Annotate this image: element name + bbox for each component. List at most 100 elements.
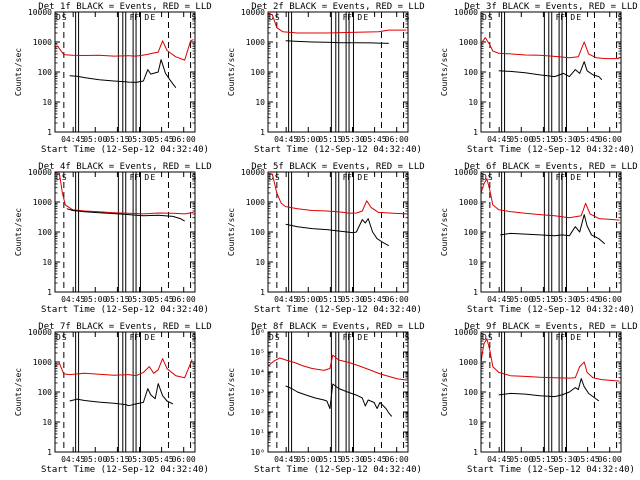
x-axis-label: Start Time (12-Sep-12 04:32:40) [254,465,422,475]
x-tick-label: 05:45 [150,295,174,304]
y-tick-label: 1 [473,288,478,297]
y-tick-label: 10000 [454,328,478,337]
x-axis-label: Start Time (12-Sep-12 04:32:40) [467,305,635,315]
lld-series-line [480,37,620,60]
x-tick-label: 05:15 [531,295,555,304]
event-marker-label: F [134,173,139,182]
y-tick-label: 1000 [246,38,265,47]
event-marker-label: F [343,13,348,22]
x-tick-label: 05:30 [553,455,577,464]
x-tick-label: 05:15 [318,135,342,144]
y-tick-label: 100 [38,228,53,237]
x-tick-label: 06:00 [385,455,409,464]
x-tick-label: 05:30 [553,135,577,144]
event-marker-label: S [405,333,410,342]
x-axis-label: Start Time (12-Sep-12 04:32:40) [254,145,422,155]
x-tick-label: 05:00 [509,135,533,144]
x-tick-label: 06:00 [385,135,409,144]
detector-panel-2: Det 2f BLACK = Events, RED = LLD Counts/s… [227,2,425,155]
plot-frame [267,331,409,453]
event-marker-label: D [56,13,61,22]
events-series-line [66,208,185,222]
event-marker-label: D [144,13,149,22]
x-tick-label: 05:15 [531,455,555,464]
panel-title: Det 7f BLACK = Events, RED = LLD [38,322,211,332]
event-marker-label: F [130,333,135,342]
event-marker-label: F [343,333,348,342]
x-tick-label: 05:00 [296,455,320,464]
x-tick-label: 05:00 [83,295,107,304]
x-tick-label: 05:15 [105,135,129,144]
event-marker-label: D [482,173,487,182]
y-tick-label: 10000 [28,328,52,337]
event-marker-label: D [269,173,274,182]
event-marker-label: S [192,333,197,342]
y-tick-label: 1 [47,128,52,137]
x-tick-label: 05:45 [150,135,174,144]
y-tick-label: 10⁰ [251,448,265,457]
event-marker-label: D [570,13,575,22]
y-tick-label: 10 [468,98,478,107]
y-tick-label: 1 [47,288,52,297]
lld-series-line [267,12,407,34]
x-tick-label: 06:00 [172,135,196,144]
y-axis-label: Counts/sec [227,208,236,256]
x-tick-label: 06:00 [172,295,196,304]
y-tick-label: 10⁶ [251,328,265,337]
event-marker-label: S [62,333,67,342]
x-tick-label: 06:00 [598,455,622,464]
y-tick-label: 1000 [33,358,52,367]
y-tick-label: 10 [255,98,265,107]
plot-frame [480,331,622,453]
y-tick-label: 1 [473,448,478,457]
event-marker-label: F [556,13,561,22]
x-tick-label: 05:00 [83,455,107,464]
y-tick-label: 100 [251,68,266,77]
event-marker-label: E [363,333,368,342]
event-marker-label: F [343,173,348,182]
x-axis-label: Start Time (12-Sep-12 04:32:40) [467,465,635,475]
detector-panel-4: Det 4f BLACK = Events, RED = LLD Counts/s… [14,162,212,315]
detector-panel-6: Det 6f BLACK = Events, RED = LLD Counts/s… [440,162,638,315]
event-marker-label: D [56,173,61,182]
y-tick-label: 1 [260,288,265,297]
y-tick-label: 100 [464,68,479,77]
x-axis-label: Start Time (12-Sep-12 04:32:40) [467,145,635,155]
y-tick-label: 10¹ [251,428,265,437]
y-tick-label: 1 [47,448,52,457]
event-marker-label: S [192,13,197,22]
y-axis-label: Counts/sec [440,208,449,256]
plot-frame [267,171,409,293]
events-series-line [500,214,606,245]
lld-series-line [267,354,407,381]
panel-title: Det 8f BLACK = Events, RED = LLD [251,322,424,332]
event-marker-label: E [150,333,155,342]
x-tick-label: 04:45 [487,455,511,464]
events-series-line [69,59,177,89]
y-tick-label: 100 [464,228,479,237]
x-tick-label: 05:45 [576,135,600,144]
detector-panel-5: Det 5f BLACK = Events, RED = LLD Counts/s… [227,162,425,315]
detector-panel-7: Det 7f BLACK = Events, RED = LLD Counts/s… [14,322,212,475]
plot-frame [267,11,409,133]
event-marker-label: E [576,173,581,182]
event-marker-label: S [488,13,493,22]
x-tick-label: 05:30 [340,455,364,464]
y-tick-label: 10 [468,418,478,427]
y-tick-label: 10 [255,258,265,267]
panel-title: Det 2f BLACK = Events, RED = LLD [251,2,424,12]
events-series-line [285,40,389,44]
x-axis-label: Start Time (12-Sep-12 04:32:40) [41,465,209,475]
x-tick-label: 06:00 [598,295,622,304]
event-marker-label: S [62,13,67,22]
x-tick-label: 04:45 [487,295,511,304]
plot-frame [54,331,196,453]
y-tick-label: 1 [473,128,478,137]
x-axis-label: Start Time (12-Sep-12 04:32:40) [41,145,209,155]
panel-title: Det 1f BLACK = Events, RED = LLD [38,2,211,12]
y-tick-label: 10000 [28,8,52,17]
y-tick-label: 1000 [33,198,52,207]
x-tick-label: 04:45 [274,455,298,464]
event-marker-label: S [405,173,410,182]
detector-panel-9: Det 9f BLACK = Events, RED = LLD Counts/s… [440,322,638,475]
